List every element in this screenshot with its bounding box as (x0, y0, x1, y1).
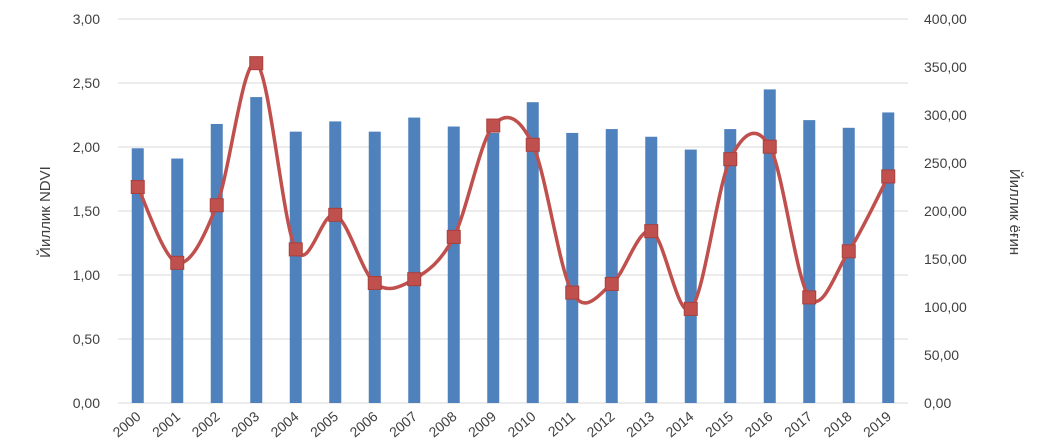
left-tick-label: 0,00 (73, 395, 100, 411)
x-tick-label: 2009 (465, 408, 499, 440)
right-tick-label: 400,00 (924, 11, 967, 27)
line-marker (802, 290, 817, 305)
line-marker (604, 276, 619, 291)
x-tick-label: 2000 (110, 408, 144, 440)
bar (684, 149, 697, 403)
bar (605, 129, 618, 403)
x-tick-label: 2008 (426, 408, 460, 440)
bar (289, 131, 302, 403)
x-tick-label: 2013 (623, 408, 657, 440)
line-marker (130, 180, 145, 194)
line-marker (525, 137, 540, 152)
right-axis-title: Йиллик ёғин (1006, 169, 1024, 255)
right-tick-label: 350,00 (924, 59, 967, 75)
right-tick-label: 150,00 (924, 251, 967, 267)
bar (329, 121, 342, 404)
bar-series (131, 89, 895, 404)
bar (724, 129, 737, 403)
line-marker (209, 198, 224, 213)
bar (803, 120, 816, 404)
bar (566, 132, 579, 404)
left-axis-ticks: 0,00 0,50 1,00 1,50 2,00 2,50 3,00 (73, 11, 100, 411)
x-tick-label: 2003 (228, 408, 262, 440)
left-axis-title: Йиллик NDVI (36, 166, 54, 258)
left-tick-label: 3,00 (73, 11, 100, 27)
x-tick-label: 2002 (189, 408, 223, 440)
x-tick-label: 2018 (821, 408, 855, 440)
right-tick-label: 300,00 (924, 107, 967, 123)
bar (447, 126, 460, 404)
line-series (130, 56, 896, 316)
x-tick-label: 2019 (860, 408, 894, 440)
left-tick-label: 2,00 (73, 139, 100, 155)
left-tick-label: 2,50 (73, 75, 100, 91)
line-marker (328, 207, 343, 222)
bar (842, 127, 855, 404)
bar (882, 112, 895, 403)
bar (763, 89, 776, 404)
x-tick-label: 2004 (268, 408, 302, 440)
bar (408, 117, 421, 403)
x-tick-label: 2016 (742, 408, 776, 440)
left-tick-label: 0,50 (73, 331, 100, 347)
line-marker (486, 118, 501, 133)
right-tick-label: 200,00 (924, 203, 967, 219)
line-marker (446, 229, 461, 244)
line-marker (841, 244, 856, 259)
line-marker (288, 242, 303, 257)
x-tick-label: 2010 (505, 408, 539, 440)
bar (526, 102, 539, 403)
x-tick-label: 2014 (663, 408, 697, 440)
right-axis-ticks: 0,00 50,00 100,00 150,00 200,00 250,00 300,00 3… (924, 11, 967, 411)
right-tick-label: 250,00 (924, 155, 967, 171)
line-marker (762, 139, 777, 154)
line-marker (367, 276, 382, 290)
line-marker (644, 224, 659, 239)
x-tick-label: 2007 (386, 408, 420, 440)
bar (487, 132, 500, 404)
x-tick-label: 2015 (702, 408, 736, 440)
line-marker (407, 272, 422, 287)
x-tick-label: 2012 (584, 408, 618, 440)
line-marker (723, 152, 738, 167)
bar (645, 136, 658, 403)
left-tick-label: 1,00 (73, 267, 100, 283)
bar (250, 97, 263, 403)
right-tick-label: 50,00 (924, 347, 959, 363)
right-tick-label: 0,00 (924, 395, 951, 411)
x-tick-label: 2006 (347, 408, 381, 440)
bar (171, 158, 184, 403)
line-marker (881, 169, 896, 184)
bar (368, 131, 381, 403)
x-tick-label: 2017 (781, 408, 815, 440)
x-tick-label: 2005 (307, 408, 341, 440)
gridlines (118, 18, 908, 404)
line-marker (565, 285, 580, 300)
left-tick-label: 1,50 (73, 203, 100, 219)
line-marker (683, 301, 698, 316)
line-marker (170, 255, 185, 270)
bar (210, 123, 223, 404)
bar (131, 148, 144, 403)
x-axis-ticks: 2000 2001 2002 2003 2004 2005 2006 2007 2008 2009… (110, 408, 895, 440)
line-marker (249, 56, 264, 71)
x-tick-label: 2011 (545, 408, 579, 440)
right-tick-label: 100,00 (924, 299, 967, 315)
x-tick-label: 2001 (149, 408, 183, 440)
